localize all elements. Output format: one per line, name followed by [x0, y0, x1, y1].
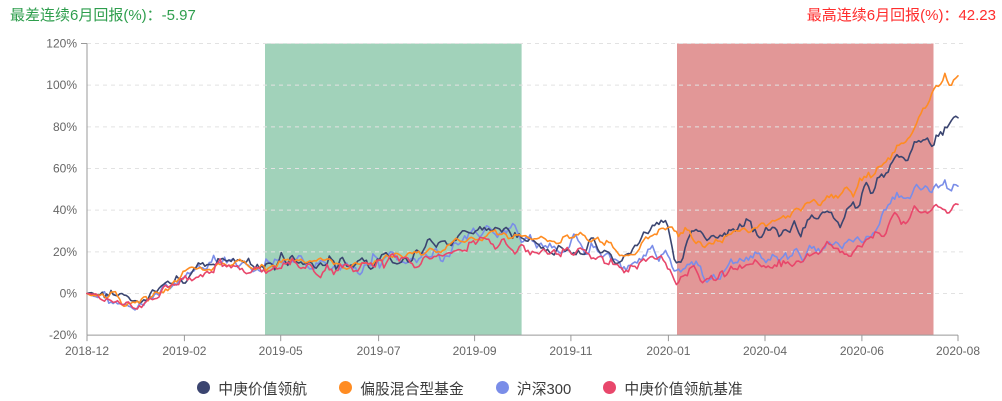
svg-text:2019-09: 2019-09 — [453, 344, 497, 358]
svg-text:2020-01: 2020-01 — [646, 344, 690, 358]
svg-text:-20%: -20% — [49, 328, 77, 342]
svg-text:2018-12: 2018-12 — [65, 344, 109, 358]
svg-text:2019-11: 2019-11 — [549, 344, 592, 358]
svg-text:2020-08: 2020-08 — [936, 344, 980, 358]
svg-text:2019-02: 2019-02 — [162, 344, 206, 358]
svg-text:80%: 80% — [53, 120, 77, 134]
svg-text:2020-04: 2020-04 — [743, 344, 787, 358]
svg-text:2019-05: 2019-05 — [259, 344, 303, 358]
svg-text:20%: 20% — [53, 245, 77, 259]
svg-text:120%: 120% — [46, 37, 77, 51]
svg-text:2019-07: 2019-07 — [357, 344, 401, 358]
svg-text:2020-06: 2020-06 — [840, 344, 884, 358]
svg-text:40%: 40% — [53, 203, 77, 217]
svg-text:60%: 60% — [53, 162, 77, 176]
svg-text:100%: 100% — [46, 78, 77, 92]
svg-text:0%: 0% — [60, 287, 78, 301]
